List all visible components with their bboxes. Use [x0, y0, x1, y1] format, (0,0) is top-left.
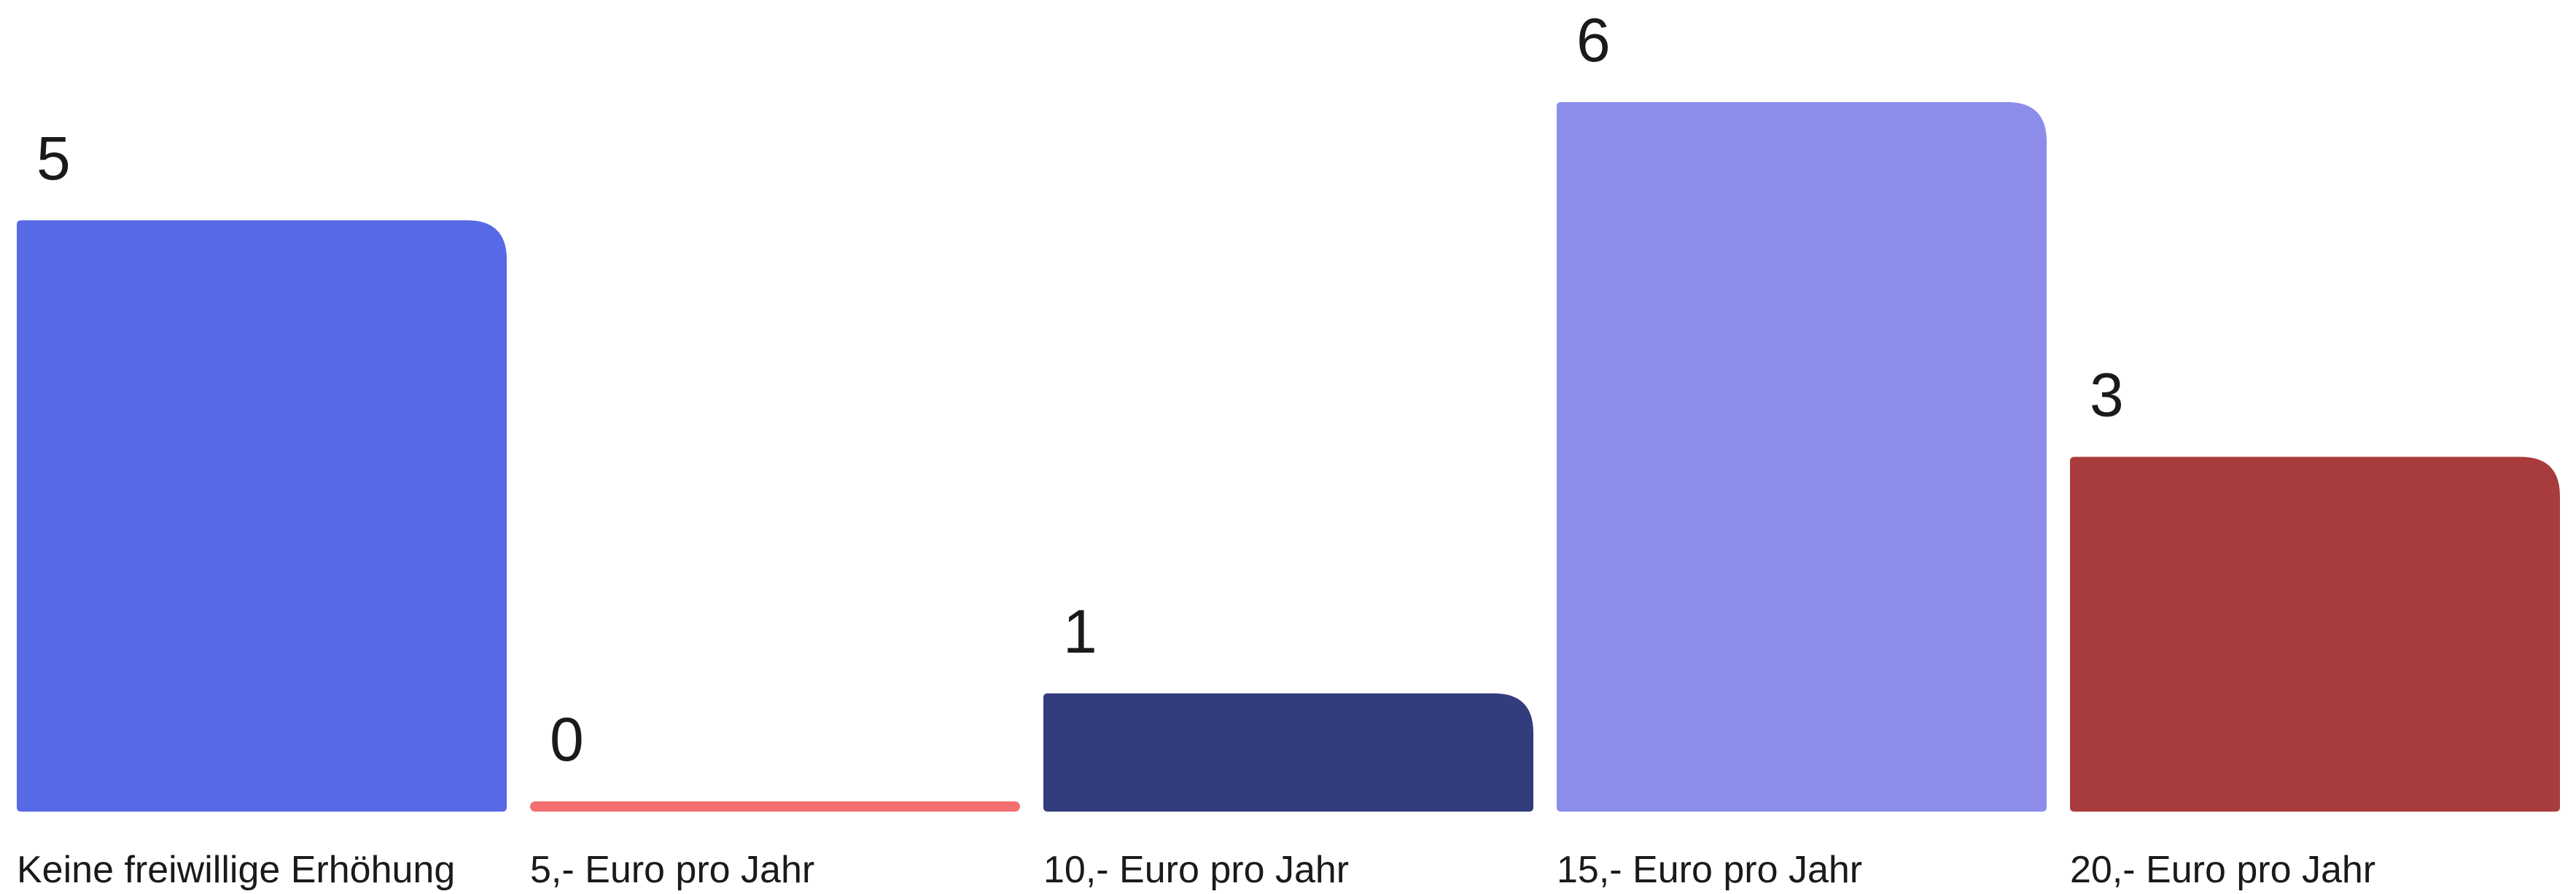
category-label-1: 5,- Euro pro Jahr: [530, 849, 814, 891]
category-label-3: 15,- Euro pro Jahr: [1557, 849, 1862, 891]
bar-value-label-4: 3: [2090, 361, 2124, 429]
bar-value-label-3: 6: [1576, 6, 1611, 74]
category-label-0: Keine freiwillige Erhöhung: [17, 849, 455, 891]
bar-4: [2070, 456, 2560, 812]
bar-value-label-2: 1: [1063, 597, 1097, 666]
bars-layer: [17, 102, 2560, 812]
bar-0: [17, 220, 507, 812]
category-labels-layer: Keine freiwillige Erhöhung 5,- Euro pro J…: [17, 849, 2375, 891]
bar-value-label-0: 5: [36, 124, 71, 193]
bar-2: [1043, 693, 1533, 812]
bar-1: [530, 801, 1020, 812]
category-label-2: 10,- Euro pro Jahr: [1043, 849, 1349, 891]
bar-value-label-1: 0: [550, 705, 584, 774]
category-label-4: 20,- Euro pro Jahr: [2070, 849, 2375, 891]
bar-3: [1557, 102, 2047, 812]
value-labels-layer: 5 0 1 6 3: [36, 6, 2124, 774]
